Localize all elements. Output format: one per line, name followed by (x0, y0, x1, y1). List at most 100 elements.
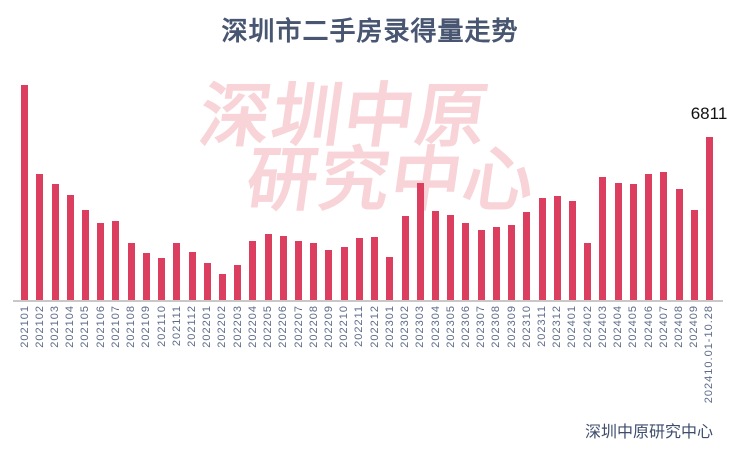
x-tick-column: 202312 (550, 305, 565, 348)
x-tick-column: 202110 (154, 305, 169, 347)
bar (264, 234, 272, 300)
x-tick-label: 202203 (231, 305, 244, 348)
x-tick-label: 202106 (94, 305, 107, 348)
bar (629, 183, 637, 300)
bar (660, 171, 668, 300)
x-tick-column: 202406 (641, 305, 656, 348)
x-tick-column: 202405 (626, 305, 641, 348)
bar (325, 249, 333, 300)
x-tick-label: 202304 (429, 305, 442, 348)
x-tick-label: 202409 (688, 305, 701, 348)
bar (523, 212, 531, 300)
x-tick-label: 202408 (673, 305, 686, 348)
x-tick-column: 202305 (443, 305, 458, 348)
bar (66, 194, 74, 300)
bar-column (321, 85, 336, 300)
bar-column (626, 85, 641, 300)
x-tick-column: 202306 (458, 305, 473, 348)
bar (173, 242, 181, 300)
bar (371, 237, 379, 300)
bar (310, 242, 318, 300)
bar (492, 226, 500, 300)
bar (234, 264, 242, 300)
x-tick-column: 202103 (47, 305, 62, 348)
bar-column (519, 85, 534, 300)
x-tick-column: 202311 (534, 305, 549, 347)
x-tick-column: 202208 (306, 305, 321, 348)
bar-column (641, 85, 656, 300)
bar (568, 201, 576, 300)
bar (249, 240, 257, 300)
x-tick-label: 202207 (292, 305, 305, 348)
bar (614, 182, 622, 300)
x-tick-label: 202301 (383, 305, 396, 348)
last-bar-value-label: 6811 (690, 104, 728, 123)
x-tick-label: 202109 (140, 305, 153, 348)
x-tick-column: 202201 (200, 305, 215, 348)
x-tick-column: 202202 (215, 305, 230, 348)
x-tick-label: 202404 (612, 305, 625, 348)
x-tick-column: 202105 (78, 305, 93, 348)
bar-column (534, 85, 549, 300)
x-tick-column: 202402 (580, 305, 595, 348)
x-tick-column: 202109 (139, 305, 154, 348)
bar-column (550, 85, 565, 300)
bar (97, 223, 105, 300)
x-tick-label: 202310 (520, 305, 533, 348)
bar (36, 174, 44, 300)
x-tick-column: 202409 (687, 305, 702, 348)
x-tick-label: 202307 (475, 305, 488, 348)
bar-column (93, 85, 108, 300)
x-tick-label: 202103 (49, 305, 62, 348)
x-tick-label: 202407 (657, 305, 670, 348)
x-tick-label: 202108 (125, 305, 138, 348)
bar-column (245, 85, 260, 300)
bar (645, 173, 653, 300)
x-tick-column: 202310 (519, 305, 534, 348)
bar-column (611, 85, 626, 300)
x-tick-column: 202212 (367, 305, 382, 348)
bar-column (215, 85, 230, 300)
x-tick-label: 202303 (414, 305, 427, 348)
bar-column (276, 85, 291, 300)
bar (508, 224, 516, 300)
bar-column (78, 85, 93, 300)
chart-title: 深圳市二手房录得量走势 (221, 16, 519, 46)
x-tick-column: 202304 (428, 305, 443, 348)
bar (188, 251, 196, 300)
x-tick-label: 202111 (170, 305, 183, 347)
x-axis-line (13, 300, 723, 302)
bar-column (169, 85, 184, 300)
bar-column (306, 85, 321, 300)
x-tick-label: 202206 (277, 305, 290, 348)
x-tick-label: 202209 (322, 305, 335, 348)
x-tick-column: 202106 (93, 305, 108, 348)
bar-column (17, 85, 32, 300)
x-tick-label: 202312 (551, 305, 564, 348)
x-tick-column: 202309 (504, 305, 519, 348)
bar (401, 216, 409, 300)
x-tick-column: 202308 (489, 305, 504, 348)
bar (416, 182, 424, 300)
x-tick-label: 202212 (368, 305, 381, 348)
x-tick-column: 202302 (397, 305, 412, 348)
bar-column (687, 85, 702, 300)
bar-column (200, 85, 215, 300)
x-tick-label: 202208 (307, 305, 320, 348)
bar-column (413, 85, 428, 300)
x-tick-label: 202201 (201, 305, 214, 348)
bar (705, 137, 713, 300)
bar-column (291, 85, 306, 300)
x-tick-column: 202102 (32, 305, 47, 348)
x-tick-label: 202105 (79, 305, 92, 348)
bar-column (565, 85, 580, 300)
bar-column (261, 85, 276, 300)
bar-column (337, 85, 352, 300)
bar (158, 257, 166, 300)
bar-column (656, 85, 671, 300)
bar-column (580, 85, 595, 300)
bar (386, 257, 394, 300)
x-tick-label: 202401 (566, 305, 579, 348)
x-tick-label: 202210 (338, 305, 351, 348)
